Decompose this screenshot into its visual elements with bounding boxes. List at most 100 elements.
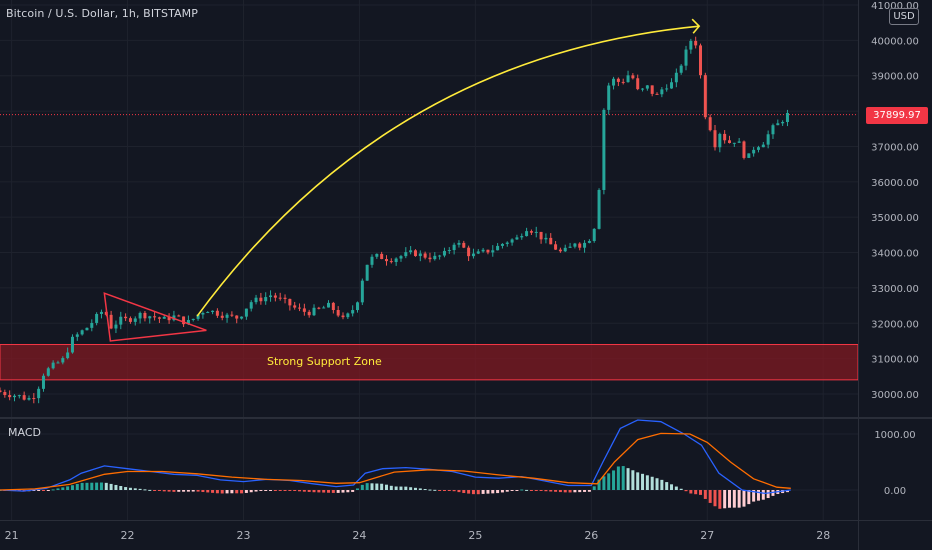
histogram-bar [288,490,292,491]
candle-body [771,125,775,135]
histogram-bar [75,483,79,490]
candle-body [573,243,577,247]
histogram-bar [505,490,509,492]
macd-histogram [0,466,789,509]
histogram-bar [351,490,355,492]
candle-body [534,231,538,233]
candle-body [428,257,432,260]
macd-tick-label: 0.00 [884,486,906,497]
candle-body [27,398,31,400]
histogram-bar [307,490,311,492]
histogram-bar [423,489,427,491]
candle-body [587,241,591,243]
histogram-bar [708,490,712,503]
candle-body [133,318,137,322]
histogram-bar [761,490,765,500]
histogram-bar [476,490,480,495]
candle-body [394,258,398,263]
histogram-bar [752,490,756,502]
histogram-bar [409,487,413,490]
candle-body [549,237,553,245]
histogram-bar [520,489,524,491]
candle-body [583,242,587,248]
histogram-bar [399,486,403,490]
candle-body [452,244,456,251]
candle-body [684,49,688,66]
candle-body [109,314,113,329]
candle-body [442,250,446,256]
time-tick-label: 24 [352,529,366,542]
histogram-bar [186,490,190,492]
candle-body [240,316,244,319]
histogram-bar [612,470,616,490]
histogram-bar [162,490,166,492]
histogram-bar [172,490,176,492]
candle-body [186,319,190,325]
histogram-bar [119,486,123,490]
histogram-bar [356,488,359,490]
candle-body [578,243,582,248]
histogram-bar [462,490,466,494]
histogram-bar [534,490,538,491]
candle-body [41,375,45,389]
histogram-bar [177,490,181,492]
candle-body [616,78,620,82]
histogram-bar [496,490,500,494]
candle-body [554,244,558,250]
histogram-bar [66,486,70,490]
price-tick-label: 34000.00 [871,249,919,260]
histogram-bar [650,476,654,490]
histogram-bar [133,488,137,490]
candle-body [505,242,509,244]
candles [0,36,789,404]
candle-body [655,93,659,95]
candle-body [37,388,41,399]
time-tick-label: 23 [236,529,250,542]
histogram-bar [481,490,485,494]
currency-badge[interactable]: USD [889,8,919,25]
candle-body [689,40,693,50]
candle-body [351,310,355,314]
histogram-bar [37,490,41,491]
histogram-bar [331,490,335,493]
price-tick-label: 40000.00 [871,36,919,47]
candle-body [17,395,21,397]
histogram-bar [452,490,456,492]
candle-body [177,315,181,317]
support-zone [0,343,859,381]
histogram-bar [99,482,103,490]
histogram-bar [317,490,321,493]
histogram-bar [240,490,244,494]
histogram-bar [428,489,432,491]
histogram-bar [447,490,451,491]
candle-body [283,297,287,299]
candle-body [457,242,461,245]
histogram-bar [273,490,277,491]
candle-body [476,251,480,254]
candle-body [776,123,780,126]
histogram-bar [80,482,84,490]
candle-body [433,255,437,260]
candle-body [737,141,741,143]
candle-body [568,246,572,248]
candle-body [346,313,350,318]
last-price-tag: 37899.97 [866,107,928,124]
histogram-bar [626,468,630,490]
candle-body [46,368,50,376]
macd-axis-labels: 1000.00 0.00 [874,430,915,497]
candle-body [510,239,514,243]
candle-body [496,245,500,251]
candle-body [182,316,186,325]
candle-body [708,117,712,131]
histogram-bar [756,490,760,501]
histogram-bar [254,490,258,492]
candle-body [612,78,616,86]
candle-body [558,249,562,252]
candle-body [742,141,746,158]
histogram-bar [587,490,591,492]
histogram-bar [215,490,219,494]
candle-body [500,243,504,246]
price-tick-label: 37000.00 [871,142,919,153]
candle-body [713,130,717,148]
histogram-bar [539,490,543,491]
